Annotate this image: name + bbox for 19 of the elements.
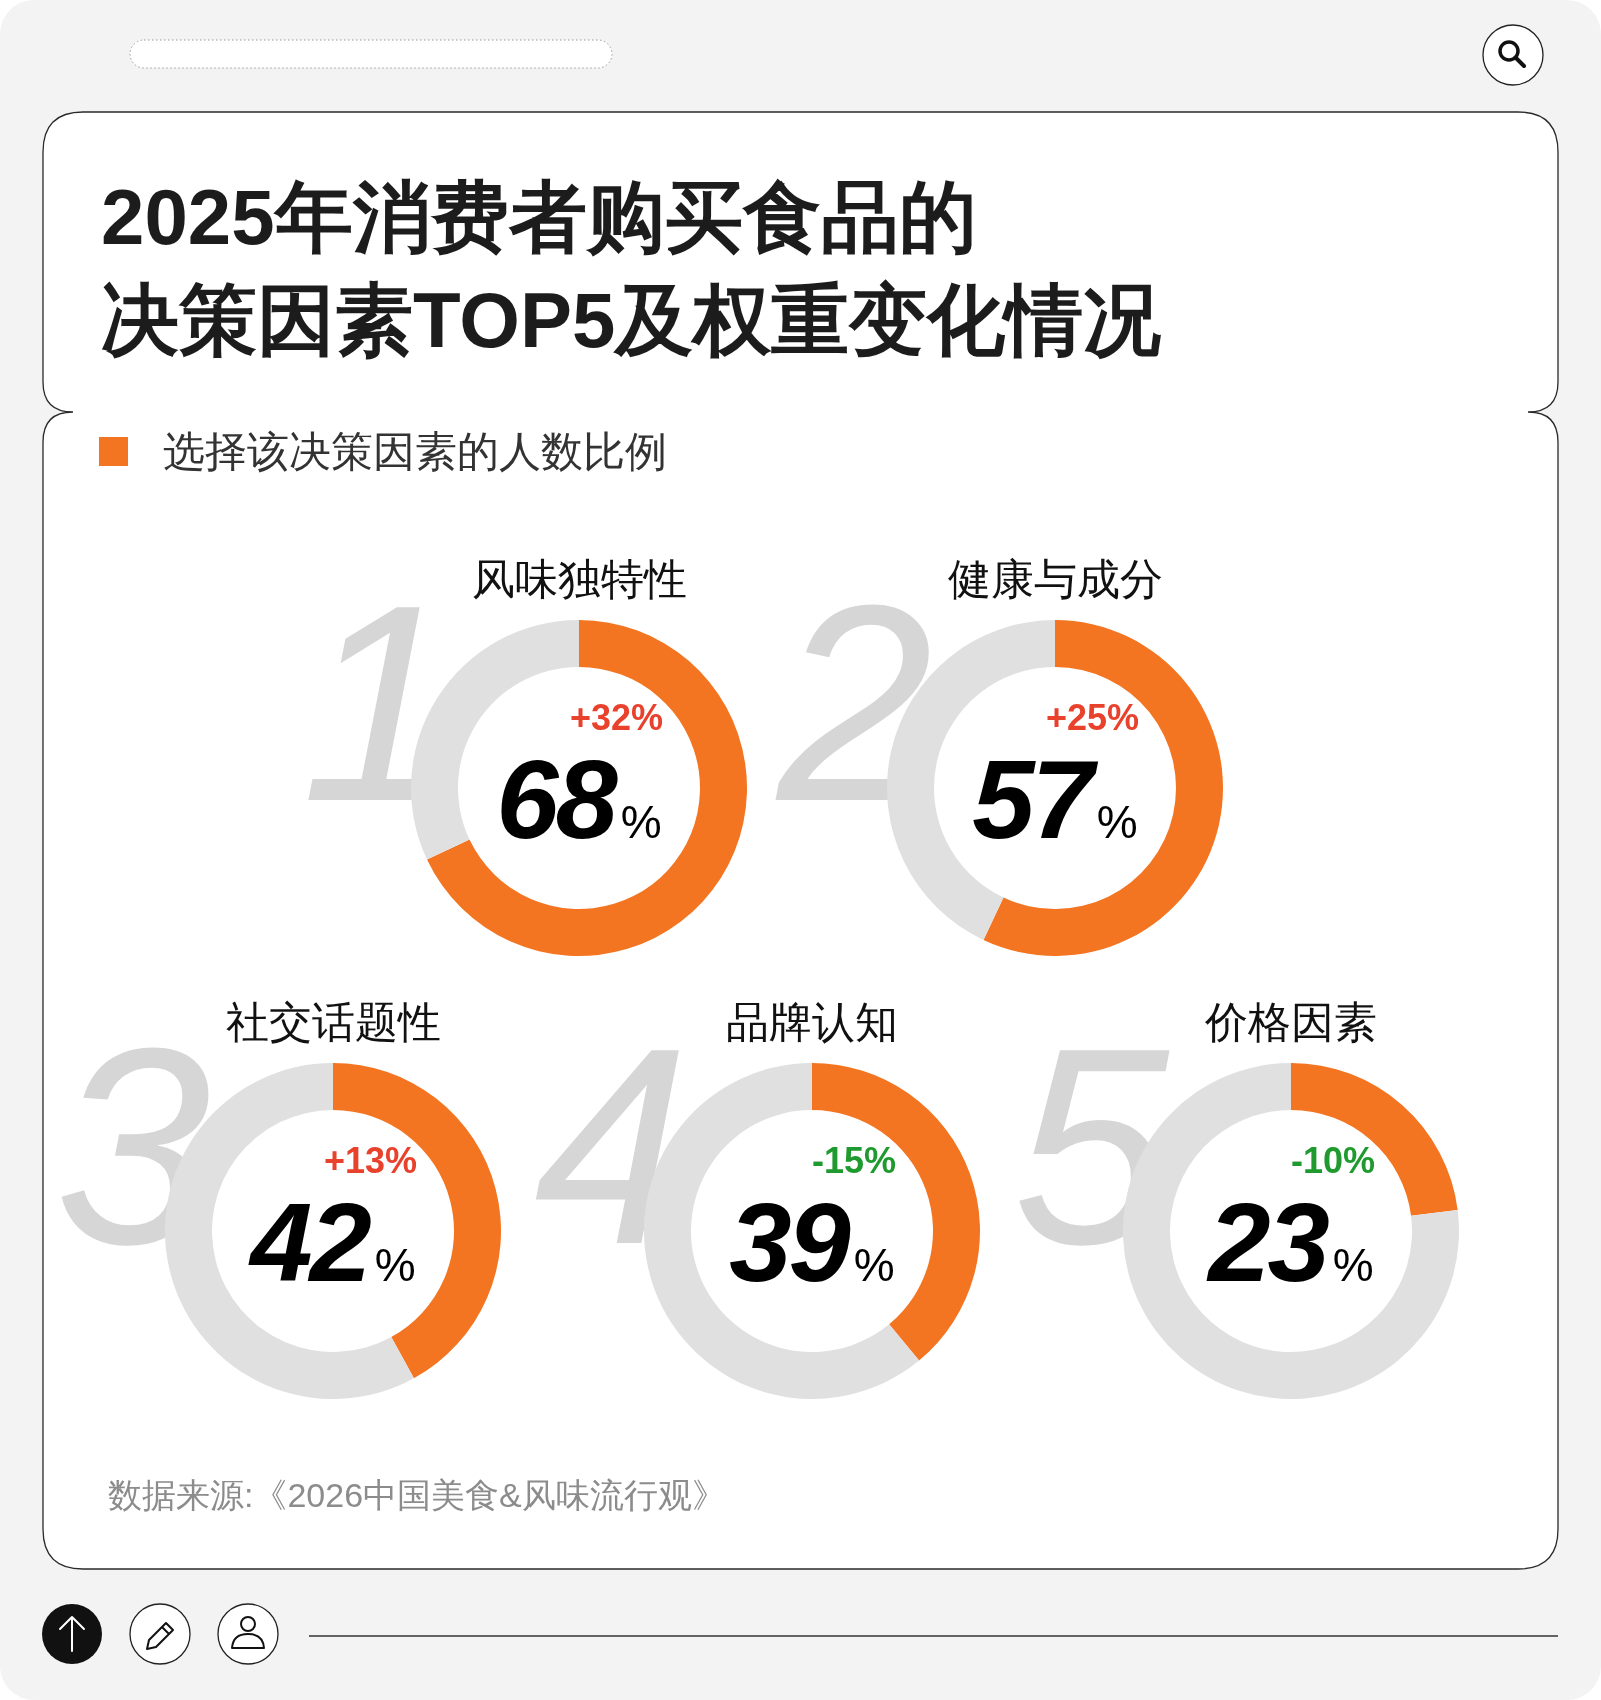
- text: 23%: [1206, 1180, 1374, 1305]
- text: -15%: [811, 1140, 896, 1181]
- legend: 选择该决策因素的人数比例: [99, 428, 667, 475]
- text: -10%: [1290, 1140, 1375, 1181]
- text: 57%: [972, 737, 1138, 862]
- text: 42%: [248, 1180, 416, 1305]
- chart-title: 健康与成分: [947, 555, 1163, 603]
- text: 2025年消费者购买食品的决策因素TOP5及权重变化情况: [101, 173, 1162, 364]
- chart-title: 品牌认知: [726, 998, 898, 1046]
- text: 风味独特性: [471, 555, 687, 603]
- text: +25%: [1045, 697, 1139, 738]
- source-note: 数据来源:《2026中国美食&风味流行观》: [108, 1476, 726, 1514]
- chart-title: 价格因素: [1204, 998, 1377, 1046]
- text: +13%: [323, 1140, 417, 1181]
- text: +32%: [569, 697, 663, 738]
- text: 39%: [729, 1180, 895, 1305]
- chart-title: 社交话题性: [225, 998, 441, 1046]
- donut-slice: [426, 620, 747, 956]
- text: 68%: [496, 737, 662, 862]
